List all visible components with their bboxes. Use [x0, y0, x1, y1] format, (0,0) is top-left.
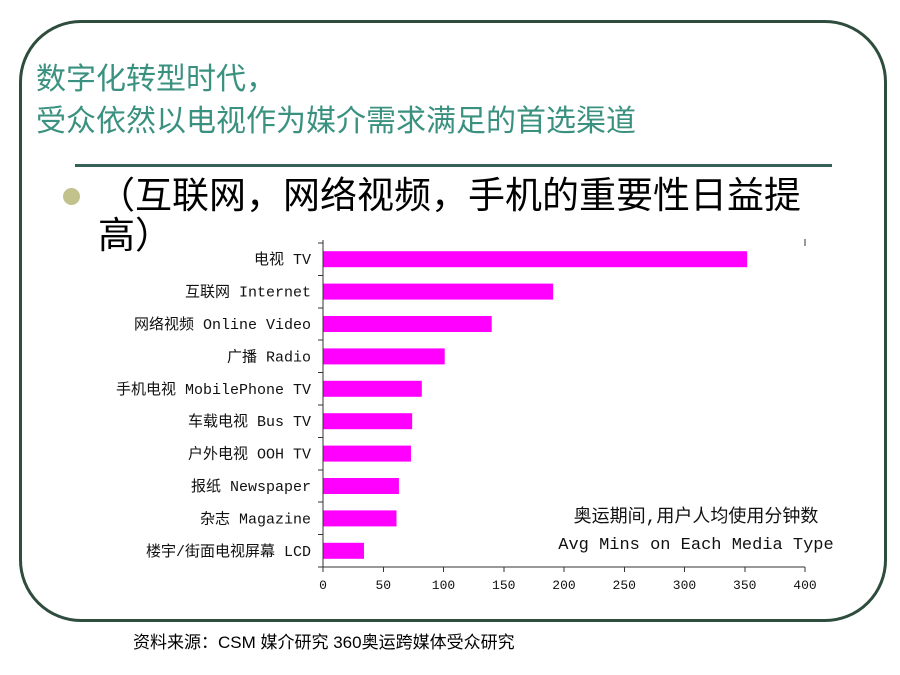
- chart-title: 奥运期间,用户人均使用分钟数: [574, 506, 819, 528]
- x-tick-label-5: 250: [613, 578, 636, 593]
- category-label-5: 手机电视 MobilePhone TV: [116, 381, 311, 399]
- category-label-9: 杂志 Magazine: [200, 510, 311, 528]
- bar-9: [323, 510, 397, 527]
- bar-3: [323, 316, 492, 332]
- category-label-7: 户外电视 OOH TV: [188, 446, 311, 464]
- chart-subtitle: Avg Mins on Each Media Type: [558, 536, 833, 555]
- bullet-dot-icon: [63, 188, 80, 205]
- slide-title: 数字化转型时代， 受众依然以电视作为媒介需求满足的首选渠道: [36, 59, 636, 143]
- slide-title-line-2: 受众依然以电视作为媒介需求满足的首选渠道: [36, 104, 636, 139]
- x-tick-label-6: 300: [673, 578, 696, 593]
- category-label-3: 网络视频 Online Video: [134, 316, 311, 334]
- bar-8: [323, 478, 399, 494]
- category-label-2: 互联网 Internet: [185, 284, 311, 302]
- x-tick-label-4: 200: [552, 578, 575, 593]
- bullet-text: （互联网，网络视频，手机的重要性日益提高）: [98, 174, 801, 257]
- category-label-8: 报纸 Newspaper: [191, 478, 311, 496]
- bar-4: [323, 348, 445, 365]
- source-note: 资料来源：CSM 媒介研究 360奥运跨媒体受众研究: [133, 633, 515, 652]
- x-tick-label-0: 0: [319, 578, 327, 593]
- bar-5: [323, 380, 422, 397]
- slide-frame: [19, 20, 887, 622]
- category-label-10: 楼宇/街面电视屏幕 LCD: [146, 543, 311, 561]
- bar-7: [323, 445, 411, 462]
- x-tick-label-2: 100: [432, 578, 455, 593]
- bar-1: [323, 251, 748, 268]
- x-tick-label-1: 50: [375, 578, 391, 593]
- category-label-4: 广播 Radio: [227, 348, 311, 366]
- x-tick-label-7: 350: [733, 578, 756, 593]
- bar-2: [323, 283, 554, 300]
- x-tick-label-3: 150: [492, 578, 515, 593]
- media-minutes-bar-chart: 电视 TV 互联网 Internet 网络视频 Online Video 广播 Rad…: [116, 239, 834, 593]
- bar-6: [323, 413, 413, 430]
- x-tick-label-8: 400: [793, 578, 816, 593]
- bar-10: [323, 542, 364, 559]
- category-label-6: 车载电视 Bus TV: [188, 413, 311, 431]
- title-divider: [75, 164, 832, 167]
- category-label-1: 电视 TV: [254, 251, 311, 269]
- slide-title-line-1: 数字化转型时代，: [36, 62, 276, 97]
